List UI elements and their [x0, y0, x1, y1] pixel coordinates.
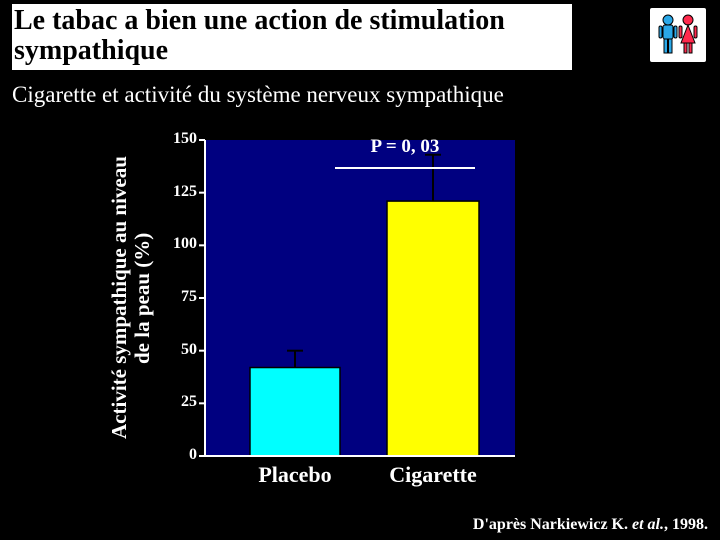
citation: D'après Narkiewicz K. et al., 1998. [473, 516, 708, 534]
citation-suffix: , 1998. [664, 516, 708, 533]
p-value-underline [0, 0, 720, 540]
x-category-label: Placebo [225, 462, 365, 488]
x-category-label: Cigarette [363, 462, 503, 488]
citation-prefix: D'après Narkiewicz K. [473, 516, 632, 533]
slide: Le tabac a bien une action de stimulatio… [0, 0, 720, 540]
citation-ital: et al. [632, 516, 664, 533]
